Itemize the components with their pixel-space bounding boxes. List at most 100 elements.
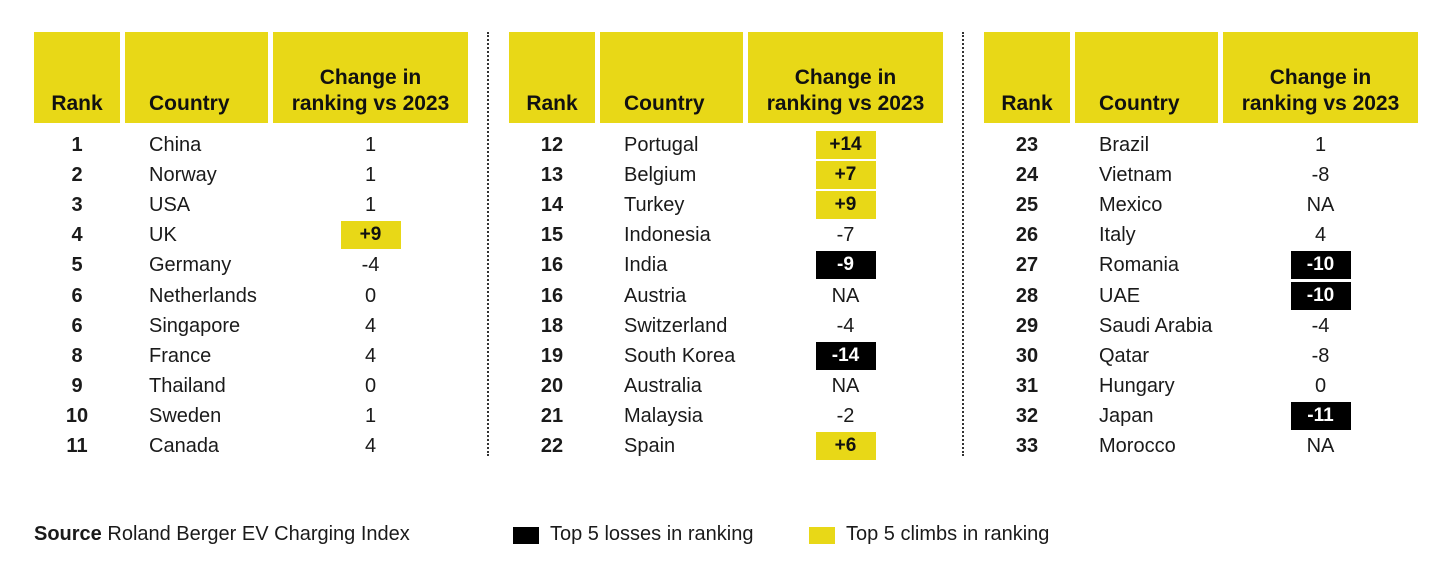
change-cell: -4 xyxy=(836,314,855,337)
rank-cell: 2 xyxy=(71,164,83,187)
table-row: 12 Portugal +14 xyxy=(509,130,943,160)
country-cell: Italy xyxy=(1099,224,1136,247)
legend-climbs-label: Top 5 climbs in ranking xyxy=(846,523,1050,545)
rank-cell: 22 xyxy=(540,435,564,457)
change-cell: -10 xyxy=(1223,281,1418,311)
table-row: 21 Malaysia -2 xyxy=(509,401,943,431)
table-row: 23 Brazil 1 xyxy=(984,130,1418,160)
rank-cell: 30 xyxy=(1015,344,1039,367)
change-cell: -8 xyxy=(1311,344,1330,367)
country-cell: Romania xyxy=(1099,254,1180,277)
rank-cell: 13 xyxy=(540,164,564,187)
table-row: 4 UK +9 xyxy=(34,220,468,250)
rank-cell: 15 xyxy=(540,224,564,247)
country-cell: Norway xyxy=(149,164,217,187)
header-country: Country xyxy=(600,32,743,123)
table-row: 8 France 4 xyxy=(34,341,468,371)
top-loss-badge: -10 xyxy=(1290,251,1351,280)
table-row: 26 Italy 4 xyxy=(984,220,1418,250)
table-row: 31 Hungary 0 xyxy=(984,371,1418,401)
rank-cell: 5 xyxy=(71,254,83,277)
change-cell: NA xyxy=(831,374,860,397)
change-cell: NA xyxy=(1306,194,1335,217)
table-row: 29 Saudi Arabia -4 xyxy=(984,311,1418,341)
change-cell: 4 xyxy=(364,435,377,457)
country-cell: Japan xyxy=(1099,404,1154,427)
header-country-label: Country xyxy=(1099,92,1180,115)
country-cell: Switzerland xyxy=(624,314,728,337)
table-row: 2 Norway 1 xyxy=(34,160,468,190)
country-cell: Brazil xyxy=(1099,134,1150,156)
rank-cell: 4 xyxy=(71,224,83,247)
country-cell: Turkey xyxy=(624,194,685,217)
column-divider-2 xyxy=(962,32,964,456)
country-cell: Indonesia xyxy=(624,224,711,247)
rank-cell: 11 xyxy=(66,435,88,457)
rank-cell: 14 xyxy=(540,194,564,217)
table-row: 14 Turkey +9 xyxy=(509,190,943,220)
header-change-label: Change in ranking vs 2023 xyxy=(1241,66,1400,115)
change-cell: +9 xyxy=(273,220,468,250)
change-cell: 4 xyxy=(364,344,377,367)
country-cell: Netherlands xyxy=(149,284,257,307)
rank-cell: 6 xyxy=(71,284,83,307)
table-row: 30 Qatar -8 xyxy=(984,341,1418,371)
header-rank-label: Rank xyxy=(51,92,103,115)
table-row: 15 Indonesia -7 xyxy=(509,220,943,250)
header-country-label: Country xyxy=(149,92,230,115)
rank-cell: 33 xyxy=(1015,435,1039,457)
ranking-panel-3: Rank Country Change in ranking vs 2023 23… xyxy=(984,32,1418,457)
source-label: Source xyxy=(34,523,102,545)
rank-cell: 10 xyxy=(65,404,89,427)
header-rank: Rank xyxy=(509,32,595,123)
top-loss-badge: -9 xyxy=(815,251,876,280)
top-climb-badge: +6 xyxy=(815,432,876,460)
table-row: 1 China 1 xyxy=(34,130,468,160)
change-cell: 0 xyxy=(364,374,377,397)
table-row: 9 Thailand 0 xyxy=(34,371,468,401)
header-change: Change in ranking vs 2023 xyxy=(1223,32,1418,123)
country-cell: Portugal xyxy=(624,134,699,156)
top-climb-badge: +7 xyxy=(815,161,876,190)
rank-cell: 27 xyxy=(1015,254,1039,277)
country-cell: Belgium xyxy=(624,164,697,187)
country-cell: Sweden xyxy=(149,404,222,427)
country-cell: Saudi Arabia xyxy=(1099,314,1213,337)
change-cell: 0 xyxy=(364,284,377,307)
header-country: Country xyxy=(1075,32,1218,123)
table-row: 11 Canada 4 xyxy=(34,431,468,461)
header-change-label: Change in ranking vs 2023 xyxy=(766,66,925,115)
table-row: 10 Sweden 1 xyxy=(34,401,468,431)
country-cell: France xyxy=(149,344,212,367)
table-row: 16 India -9 xyxy=(509,250,943,280)
country-cell: Singapore xyxy=(149,314,241,337)
top-loss-badge: -14 xyxy=(815,341,876,370)
source-note: Source Roland Berger EV Charging Index xyxy=(34,520,410,548)
country-cell: India xyxy=(624,254,668,277)
rank-cell: 29 xyxy=(1015,314,1039,337)
country-cell: Malaysia xyxy=(624,404,703,427)
rank-cell: 31 xyxy=(1015,374,1039,397)
header-row: Rank Country Change in ranking vs 2023 xyxy=(34,32,468,123)
change-cell: -10 xyxy=(1223,250,1418,280)
change-cell: -2 xyxy=(836,404,855,427)
legend-climbs-swatch xyxy=(809,527,835,544)
table-row: 20 Australia NA xyxy=(509,371,943,401)
rank-cell: 21 xyxy=(540,404,564,427)
country-cell: Canada xyxy=(149,435,220,457)
legend-losses-swatch xyxy=(513,527,539,544)
header-rank: Rank xyxy=(34,32,120,123)
change-cell: +7 xyxy=(748,160,943,190)
country-cell: Austria xyxy=(624,284,687,307)
rank-cell: 25 xyxy=(1015,194,1039,217)
rank-cell: 24 xyxy=(1015,164,1039,187)
rank-cell: 6 xyxy=(71,314,83,337)
change-cell: 1 xyxy=(1314,134,1327,156)
header-rank-label: Rank xyxy=(1001,92,1053,115)
rank-cell: 18 xyxy=(540,314,564,337)
change-cell: 1 xyxy=(364,194,377,217)
table-row: 6 Singapore 4 xyxy=(34,311,468,341)
ranking-panel-1: Rank Country Change in ranking vs 2023 1 C… xyxy=(34,32,468,457)
rank-cell: 9 xyxy=(71,374,83,397)
table-row: 13 Belgium +7 xyxy=(509,160,943,190)
